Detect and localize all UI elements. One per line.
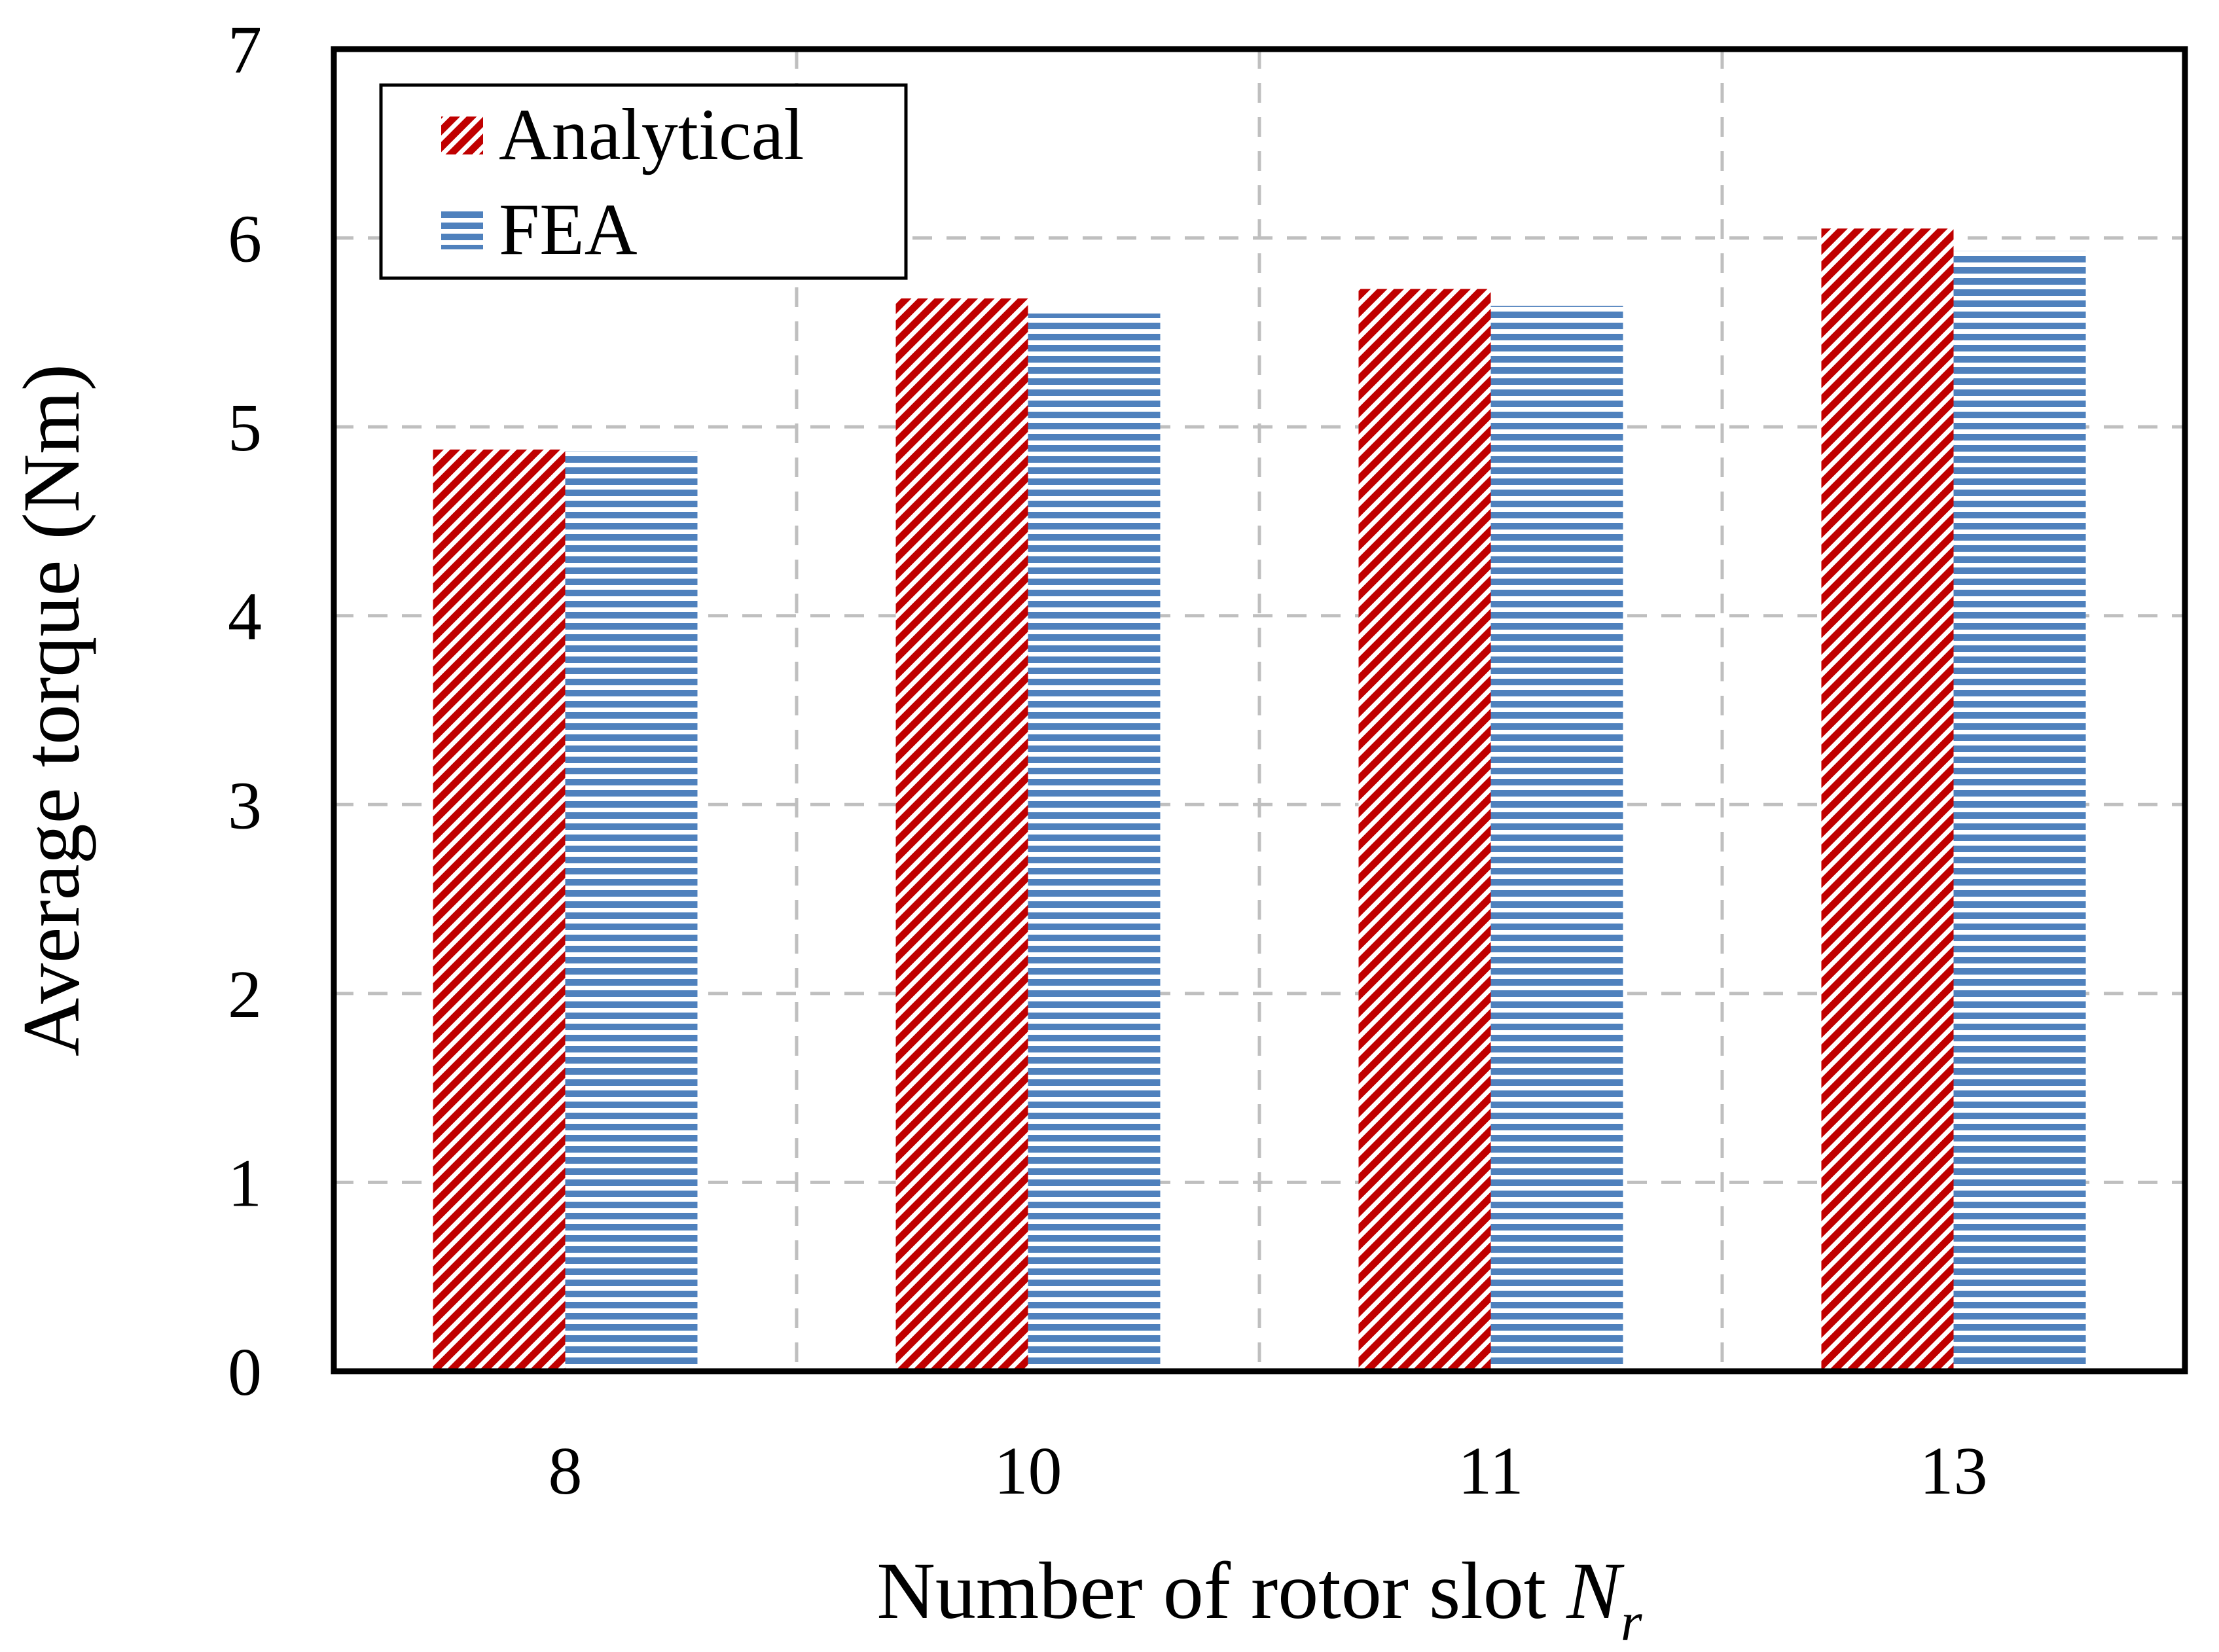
- x-axis-title: Number of rotor slot Nr: [876, 1546, 1642, 1652]
- bar-analytical-11: [1358, 289, 1491, 1371]
- x-tick-label: 10: [994, 1433, 1062, 1509]
- y-tick-label: 0: [228, 1335, 262, 1410]
- y-tick-label: 7: [228, 12, 262, 88]
- bar-analytical-13: [1821, 228, 1954, 1372]
- bar-analytical-8: [433, 449, 566, 1371]
- bar-fea-10: [1028, 314, 1161, 1371]
- bar-fea-8: [565, 451, 698, 1371]
- y-tick-label: 6: [228, 202, 262, 277]
- x-axis-title-variable: N: [1566, 1546, 1625, 1636]
- legend-label-fea: FEA: [499, 189, 638, 270]
- plot-frame: [331, 46, 2188, 1374]
- x-tick-label: 11: [1458, 1433, 1523, 1509]
- x-axis-title-subscript: r: [1621, 1592, 1642, 1652]
- legend: Analytical FEA: [379, 83, 908, 280]
- x-tick-label: 13: [1920, 1433, 1988, 1509]
- y-tick-labels: 0 1 2 3 4 5 6 7: [228, 12, 262, 1410]
- x-tick-label: 8: [549, 1433, 583, 1509]
- bar-analytical-10: [895, 298, 1028, 1371]
- legend-swatch-analytical: [441, 117, 483, 154]
- bar-fea-11: [1490, 306, 1623, 1371]
- y-tick-label: 3: [228, 768, 262, 843]
- x-axis-title-text: Number of rotor slot: [876, 1546, 1566, 1636]
- x-tick-labels: 8 10 11 13: [549, 1433, 1988, 1509]
- bars: [433, 228, 2086, 1372]
- legend-swatch-fea: [441, 211, 483, 249]
- y-tick-label: 4: [228, 579, 262, 655]
- bar-fea-13: [1953, 251, 2086, 1371]
- legend-label-analytical: Analytical: [499, 94, 804, 175]
- y-tick-label: 1: [228, 1145, 262, 1221]
- y-tick-label: 2: [228, 957, 262, 1032]
- y-tick-label: 5: [228, 390, 262, 465]
- y-axis-title: Average torque (Nm): [7, 364, 96, 1056]
